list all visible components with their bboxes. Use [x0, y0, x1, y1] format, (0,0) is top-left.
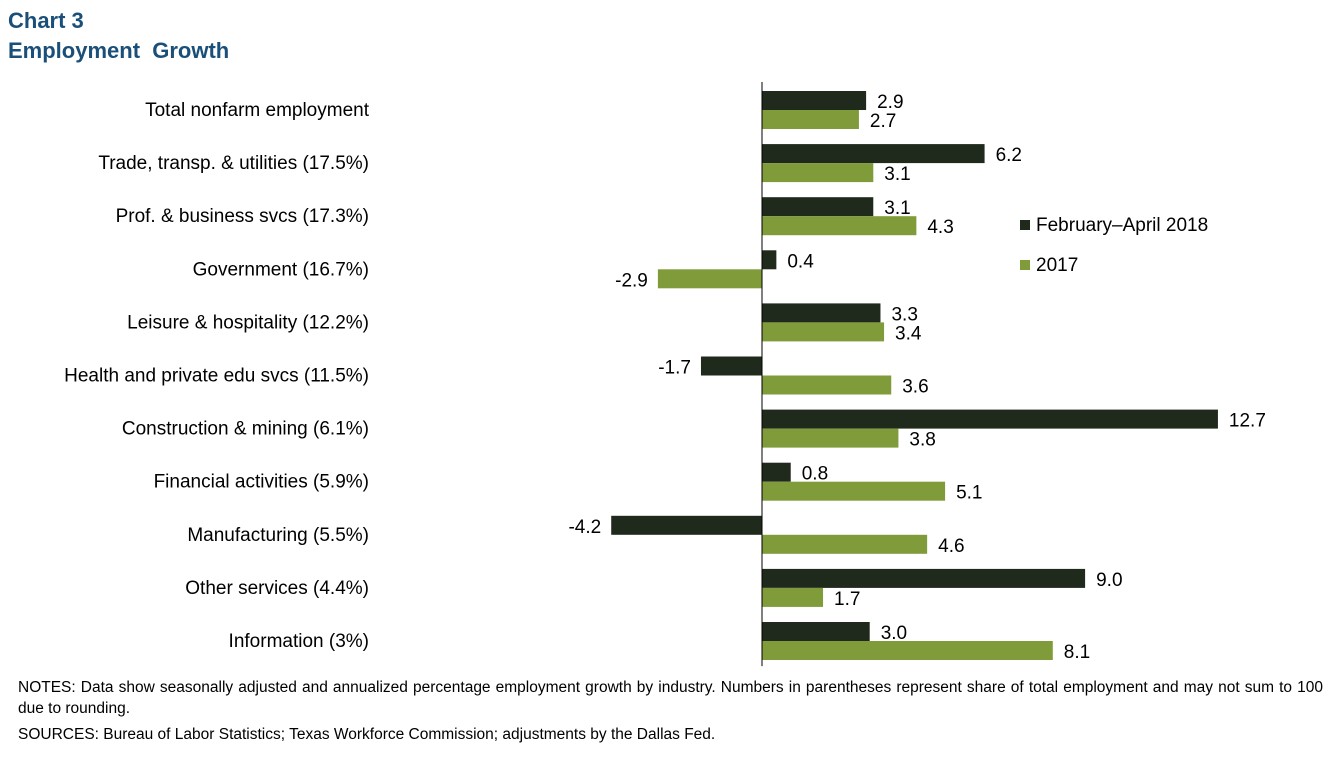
data-label: 6.2 — [996, 145, 1022, 166]
bar-feb-apr-2018 — [762, 303, 881, 323]
category-label: Financial activities (5.9%) — [154, 472, 369, 493]
bar-chart: Total nonfarm employment Trade, transp. &… — [64, 82, 1266, 667]
category-label: Information (3%) — [229, 631, 369, 652]
data-label: 9.0 — [1096, 570, 1122, 591]
bar-2017 — [762, 163, 874, 183]
bar-2017 — [762, 375, 892, 395]
bar-feb-apr-2018 — [762, 568, 1086, 588]
bar-2017 — [762, 216, 917, 236]
bar-feb-apr-2018 — [762, 462, 791, 482]
category-label: Health and private edu svcs (11.5%) — [64, 366, 369, 387]
bar-2017 — [762, 641, 1053, 660]
data-label: 3.1 — [884, 164, 910, 185]
data-label: -4.2 — [568, 517, 601, 538]
bar-2017 — [762, 481, 946, 501]
data-label: 4.3 — [927, 217, 953, 238]
bar-2017 — [762, 110, 859, 129]
data-label: 2.9 — [877, 92, 903, 113]
category-label: Manufacturing (5.5%) — [187, 525, 369, 546]
data-label: -1.7 — [658, 358, 691, 379]
legend: February–April 2018 2017 — [1020, 215, 1208, 276]
legend-swatch — [1020, 220, 1030, 230]
data-label: 5.1 — [956, 483, 982, 504]
chart-notes: NOTES: Data show seasonally adjusted and… — [18, 679, 1323, 717]
data-label: 0.4 — [787, 251, 814, 272]
bar-2017 — [762, 534, 928, 554]
data-label: -2.9 — [615, 270, 648, 291]
category-labels: Total nonfarm employment Trade, transp. &… — [64, 100, 370, 652]
data-label: 0.8 — [802, 464, 828, 485]
bar-feb-apr-2018 — [611, 515, 762, 535]
bar-feb-apr-2018 — [762, 409, 1218, 429]
bar-2017 — [657, 269, 762, 289]
category-label: Other services (4.4%) — [185, 578, 369, 599]
bar-feb-apr-2018 — [762, 250, 777, 270]
bar-2017 — [762, 587, 824, 607]
data-label: 1.7 — [834, 589, 860, 610]
category-label: Trade, transp. & utilities (17.5%) — [98, 153, 369, 174]
chart-title: Employment Growth — [8, 38, 230, 63]
data-label: 4.6 — [938, 536, 964, 557]
bars — [611, 91, 1218, 660]
data-label: 12.7 — [1229, 411, 1266, 432]
bar-2017 — [762, 322, 885, 342]
data-label: 3.8 — [909, 430, 935, 451]
value-labels: 2.92.7 6.2 3.1 3.1 4.3 0.4 -2.9 3.33.4 -1.7 3.6 12… — [568, 92, 1265, 663]
legend-label: 2017 — [1036, 255, 1078, 276]
legend-swatch — [1020, 260, 1030, 270]
bar-feb-apr-2018 — [762, 197, 874, 217]
bar-feb-apr-2018 — [700, 356, 762, 376]
bar-2017 — [762, 428, 899, 448]
data-label: 3.3 — [891, 304, 917, 325]
bar-feb-apr-2018 — [762, 622, 870, 641]
data-label: 3.0 — [881, 623, 907, 644]
category-label: Prof. & business svcs (17.3%) — [116, 206, 369, 227]
data-label: 2.7 — [870, 111, 896, 132]
data-label: 3.6 — [902, 377, 928, 398]
bar-feb-apr-2018 — [762, 91, 867, 110]
category-label: Government (16.7%) — [193, 259, 369, 280]
category-label: Construction & mining (6.1%) — [122, 419, 369, 440]
category-label: Total nonfarm employment — [145, 100, 370, 121]
data-label: 3.1 — [884, 198, 910, 219]
legend-label: February–April 2018 — [1036, 215, 1208, 236]
chart-sources: SOURCES: Bureau of Labor Statistics; Tex… — [18, 726, 716, 743]
data-label: 3.4 — [895, 323, 922, 344]
chart-title-block: Chart 3 Employment Growth — [8, 6, 229, 66]
chart-label: Chart 3 — [8, 8, 84, 33]
category-label: Leisure & hospitality (12.2%) — [127, 312, 369, 333]
bar-feb-apr-2018 — [762, 144, 985, 164]
data-label: 8.1 — [1064, 642, 1090, 663]
